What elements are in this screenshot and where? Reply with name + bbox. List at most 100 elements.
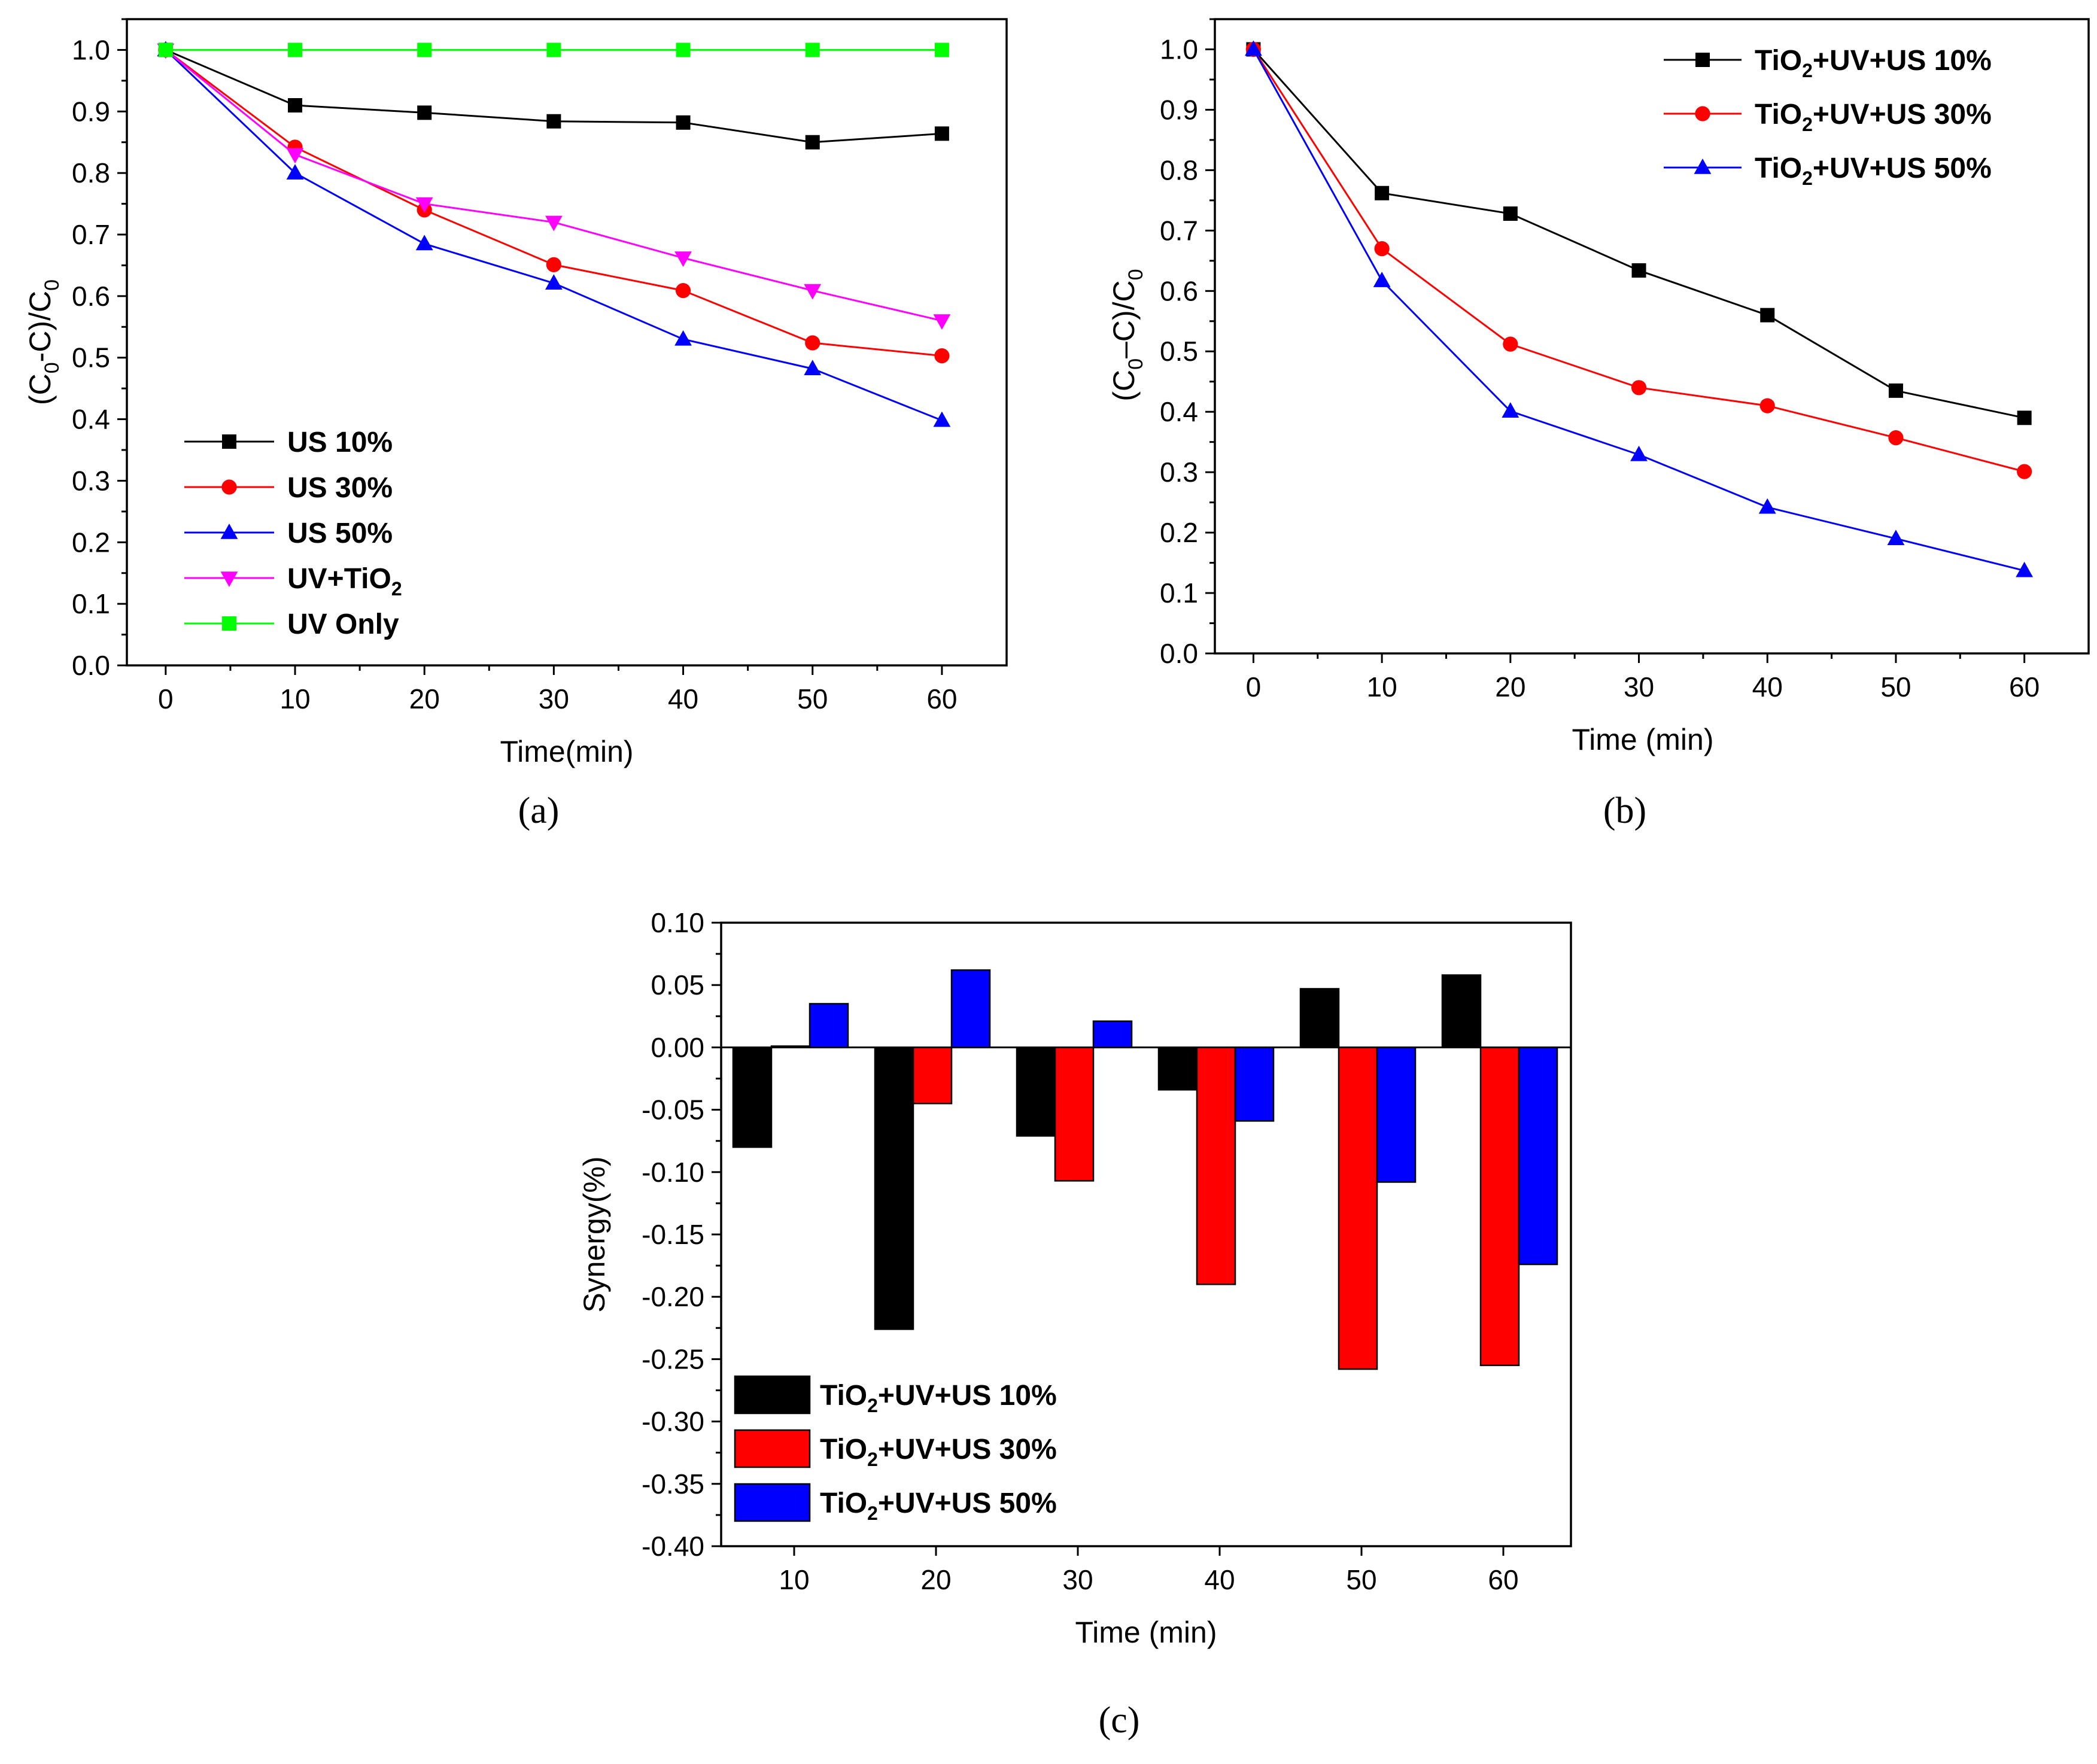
panel-a-legend-marker	[220, 571, 238, 587]
panel-a-series-0-point	[288, 98, 303, 112]
panel-c-legend-label: TiO2+UV+US 10%	[820, 1380, 1057, 1416]
panel-a-series-4-point	[288, 42, 303, 57]
panel-b-line-chart: 0 10 20 30 40 50 60 0.0 0.1 0.2 0.3 0.4 0.5 0.6 0.7 0.8…	[1107, 18, 2090, 831]
panel-a-series-4-point	[158, 42, 173, 57]
panel-c-y-tick-label: -0.35	[642, 1468, 704, 1500]
panel-a-legend-marker	[222, 616, 236, 631]
panel-b-legend-label: TiO2+UV+US 50%	[1755, 153, 1992, 189]
panel-c-bar-2	[1376, 1047, 1417, 1183]
panel-a-series-1-point	[675, 283, 691, 299]
panel-a-legend-marker	[221, 479, 237, 495]
panel-b-legend-label: TiO2+UV+US 10%	[1755, 45, 1992, 81]
panel-a-y-axis-title: (C0-C)/C0	[23, 279, 63, 405]
panel-a-y-tick-label: 0.9	[72, 96, 110, 127]
panel-b-series-1-point	[2017, 464, 2032, 479]
panel-c-bar-2	[809, 1003, 849, 1048]
panel-a-y-tick-label: 0.7	[72, 219, 110, 250]
panel-b-y-tick-label: 0.0	[1160, 638, 1198, 669]
panel-a-series-2-point	[545, 274, 563, 290]
panel-a-legend-marker	[222, 434, 236, 449]
panel-a-series-4-point	[676, 42, 691, 57]
panel-a-series-0-point	[676, 115, 691, 130]
panel-a-series-0-point	[805, 135, 820, 150]
panel-c-bar-0	[1299, 988, 1340, 1048]
panel-a-series-2-point	[415, 235, 433, 251]
panel-b-y-tick-label: 0.7	[1160, 215, 1198, 246]
panel-c-legend-swatch	[734, 1375, 811, 1415]
panel-b-y-axis-title: (C0–C)/C0	[1107, 269, 1147, 401]
panel-b-series-2-point	[1887, 530, 1905, 545]
panel-a-x-tick-label: 40	[668, 683, 698, 714]
panel-a-y-tick-label: 1.0	[72, 34, 110, 65]
panel-a-y-tick-label: 0.5	[72, 342, 110, 373]
panel-b-legend-label: TiO2+UV+US 30%	[1755, 99, 1992, 135]
panel-c-bar-0	[732, 1047, 773, 1148]
panel-a-x-tick-label: 60	[926, 683, 957, 714]
panel-b-x-tick-label: 0	[1246, 671, 1262, 702]
panel-c-bar-1	[912, 1047, 953, 1105]
panel-c-y-tick-label: -0.40	[642, 1531, 704, 1562]
panel-b-x-tick-label: 50	[1880, 671, 1911, 702]
panel-b-x-tick-label: 60	[2009, 671, 2040, 702]
panel-b-y-tick-label: 0.4	[1160, 396, 1198, 427]
panel-c-bar-1	[770, 1045, 811, 1048]
panel-c-y-tick-label: -0.30	[642, 1406, 704, 1437]
panel-c-y-tick-label: -0.05	[642, 1094, 704, 1126]
panel-a-series-3-point	[415, 197, 433, 213]
panel-c-bar-1	[1054, 1047, 1095, 1182]
panel-a-plot-frame	[126, 18, 1008, 667]
panel-b-series-2-point	[1758, 498, 1776, 514]
panel-b-series-0-point	[1888, 383, 1903, 398]
panel-c-bar-0	[1157, 1047, 1198, 1091]
panel-a-series-2-point	[286, 164, 304, 180]
panel-b-x-tick-label: 40	[1752, 671, 1783, 702]
panel-a-y-tick-label: 0.8	[72, 157, 110, 188]
panel-a-caption: (a)	[518, 790, 560, 831]
panel-a-x-tick-label: 10	[279, 683, 310, 714]
panel-c-caption: (c)	[1099, 1700, 1140, 1741]
panel-a-legend-label: US 30%	[287, 472, 393, 504]
panel-a-y-tick-label: 0.2	[72, 527, 110, 558]
panel-c-x-tick-label: 20	[920, 1564, 951, 1595]
panel-b-caption: (b)	[1603, 790, 1646, 831]
panel-a-legend-marker	[220, 524, 238, 539]
panel-a-y-tick-label: 0.6	[72, 281, 110, 312]
panel-c-bar-0	[1441, 974, 1482, 1048]
panel-a-y-tick-label: 0.3	[72, 465, 110, 496]
panel-b-y-tick-label: 1.0	[1160, 34, 1198, 65]
panel-c-bar-0	[1016, 1047, 1056, 1137]
panel-c-bar-1	[1338, 1047, 1378, 1370]
panel-b-series-2-point	[1245, 40, 1262, 56]
panel-a-series-3-point	[545, 215, 563, 232]
panel-c-x-tick-label: 60	[1488, 1564, 1518, 1595]
panel-a-series-3-point	[804, 284, 822, 300]
panel-c-bar-2	[950, 969, 991, 1048]
panel-a-series-0-point	[934, 126, 949, 141]
panel-b-series-2-point	[1630, 445, 1648, 461]
panel-c-y-tick-label: -0.25	[642, 1343, 704, 1374]
panel-a-series-2-point	[933, 411, 951, 427]
panel-b-y-tick-label: 0.8	[1160, 154, 1198, 185]
panel-b-series-0-point	[1503, 206, 1518, 221]
panel-c-x-tick-label: 50	[1346, 1564, 1376, 1595]
panel-c-bar-0	[874, 1047, 914, 1330]
panel-a-series-2-point	[804, 360, 822, 376]
panel-b-y-tick-label: 0.9	[1160, 94, 1198, 125]
panel-c-bar-1	[1196, 1047, 1236, 1285]
panel-a-series-1-point	[546, 257, 561, 272]
panel-c-y-tick-label: 0.10	[651, 907, 704, 938]
panel-b-legend-marker	[1695, 106, 1710, 121]
panel-b-y-tick-label: 0.3	[1160, 457, 1198, 488]
panel-c-legend-swatch	[734, 1483, 811, 1522]
panel-b-plot-frame	[1214, 18, 2090, 655]
panel-b-series-0-point	[1631, 263, 1646, 278]
panel-b-y-tick-label: 0.6	[1160, 275, 1198, 306]
panel-c-y-tick-label: 0.05	[651, 969, 704, 1000]
panel-a-x-tick-label: 20	[409, 683, 440, 714]
panel-c-bar-2	[1092, 1020, 1133, 1048]
panel-c-y-tick-label: 0.00	[651, 1032, 704, 1063]
panel-a-x-tick-label: 50	[797, 683, 828, 714]
panel-c-x-tick-label: 40	[1204, 1564, 1235, 1595]
panel-c-legend-label: TiO2+UV+US 50%	[820, 1488, 1057, 1524]
